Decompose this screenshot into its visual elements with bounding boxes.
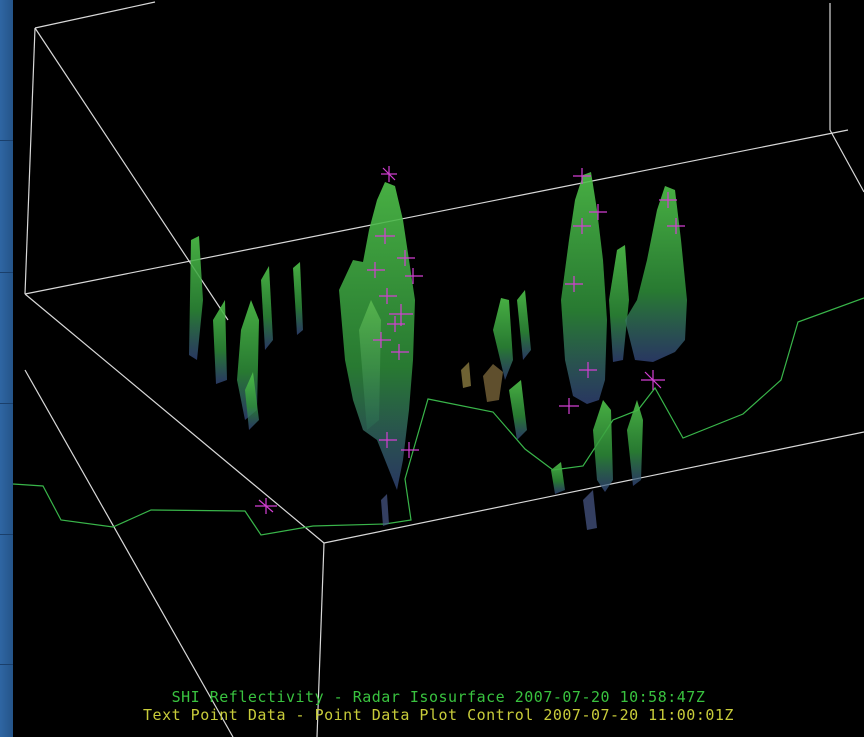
cross-marker-icon bbox=[659, 192, 677, 208]
echo-cell bbox=[483, 364, 503, 402]
3d-viewport[interactable]: SHI Reflectivity - Radar Isosurface 2007… bbox=[13, 0, 864, 737]
echo-cell bbox=[261, 266, 273, 350]
cross-marker-icon bbox=[573, 218, 591, 234]
edge-tick bbox=[0, 534, 13, 535]
cross-marker-icon bbox=[405, 268, 423, 284]
echo-cell bbox=[583, 490, 597, 530]
cross-marker-icon bbox=[255, 498, 277, 514]
echo-cell bbox=[245, 372, 259, 430]
echo-cell bbox=[609, 245, 629, 362]
box-edge bbox=[34, 1, 156, 29]
echo-cell bbox=[593, 400, 613, 492]
echo-cell bbox=[509, 380, 527, 440]
bounding-box bbox=[24, 1, 864, 737]
echo-cell bbox=[213, 300, 227, 384]
cross-marker-icon bbox=[573, 168, 591, 184]
point-data-markers bbox=[255, 166, 685, 514]
box-edge bbox=[829, 129, 864, 193]
echo-cell bbox=[627, 400, 643, 486]
edge-tick bbox=[0, 664, 13, 665]
cross-marker-icon bbox=[589, 204, 607, 220]
echo-cell bbox=[189, 236, 203, 360]
box-edge bbox=[24, 129, 849, 295]
echo-cell bbox=[493, 298, 513, 380]
echo-cell bbox=[561, 172, 607, 404]
cross-marker-icon bbox=[397, 250, 415, 266]
cross-marker-icon bbox=[375, 228, 395, 244]
edge-tick bbox=[0, 140, 13, 141]
cross-marker-icon bbox=[391, 344, 409, 360]
box-edge bbox=[24, 293, 325, 544]
map-outline bbox=[13, 297, 864, 536]
caption-point-data-layer: Text Point Data - Point Data Plot Contro… bbox=[143, 706, 734, 724]
cross-marker-icon bbox=[379, 432, 397, 448]
edge-tick bbox=[0, 403, 13, 404]
cross-marker-icon bbox=[559, 398, 579, 414]
cross-marker-icon bbox=[579, 362, 597, 378]
box-edge bbox=[24, 27, 36, 295]
box-edge bbox=[316, 542, 325, 737]
echo-cell bbox=[517, 290, 531, 360]
cross-marker-icon bbox=[373, 332, 391, 348]
cross-marker-icon bbox=[379, 288, 397, 304]
cross-marker-icon bbox=[381, 166, 397, 182]
echo-cell bbox=[359, 300, 381, 430]
box-edge bbox=[323, 431, 864, 544]
cross-marker-icon bbox=[401, 442, 419, 458]
cross-marker-icon bbox=[667, 218, 685, 234]
echo-cell bbox=[461, 362, 471, 388]
echo-cell bbox=[625, 186, 687, 362]
cross-marker-icon bbox=[387, 316, 405, 332]
window-left-edge bbox=[0, 0, 13, 737]
echo-cell bbox=[293, 262, 303, 335]
edge-tick bbox=[0, 272, 13, 273]
3d-scene[interactable] bbox=[13, 0, 864, 737]
echo-cell bbox=[551, 462, 565, 494]
radar-isosurface bbox=[189, 172, 687, 530]
echo-cell bbox=[381, 494, 389, 526]
cross-marker-icon bbox=[367, 262, 385, 278]
cross-marker-icon bbox=[641, 370, 665, 390]
box-edge bbox=[24, 369, 234, 737]
cross-marker-icon bbox=[389, 304, 413, 326]
caption-isosurface-layer: SHI Reflectivity - Radar Isosurface 2007… bbox=[171, 688, 706, 706]
cross-marker-icon bbox=[565, 276, 583, 292]
